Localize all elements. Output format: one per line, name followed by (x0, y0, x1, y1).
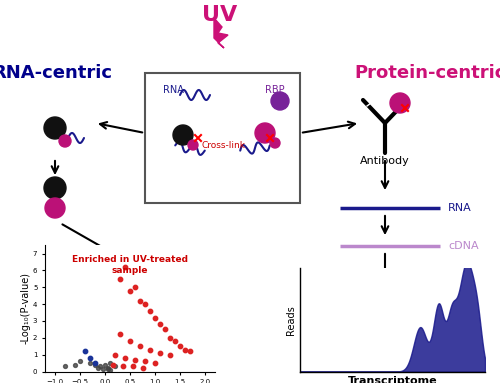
Point (61, 363, 69, 370)
Point (171, 338, 179, 344)
Point (156, 321, 164, 327)
Point (186, 348, 194, 354)
Point (71, 362, 79, 368)
Y-axis label: Reads: Reads (286, 305, 296, 335)
Point (91, 360, 99, 366)
Circle shape (390, 93, 410, 113)
Point (181, 347, 189, 353)
Point (86, 355, 94, 361)
Text: Cross-link: Cross-link (202, 141, 246, 149)
Point (141, 301, 149, 307)
Text: RNA: RNA (448, 203, 472, 213)
Point (106, 360, 114, 366)
Point (106, 367, 114, 373)
Point (161, 326, 169, 332)
Point (94, 365, 102, 371)
Point (146, 347, 154, 353)
Circle shape (255, 123, 275, 143)
Circle shape (45, 198, 65, 218)
Y-axis label: -Log₁₀(P-value): -Log₁₀(P-value) (20, 272, 30, 344)
Text: RBP: RBP (265, 85, 284, 95)
Point (156, 350, 164, 356)
Point (96, 363, 104, 370)
Point (118, 363, 126, 370)
FancyBboxPatch shape (145, 73, 300, 203)
Point (151, 314, 159, 321)
Point (136, 298, 144, 304)
Point (111, 363, 119, 370)
Point (146, 308, 154, 314)
Text: Antibody: Antibody (360, 156, 410, 166)
Circle shape (188, 140, 198, 150)
Point (91, 362, 99, 368)
Point (138, 365, 146, 371)
Point (98, 366, 106, 372)
Point (121, 264, 129, 270)
Point (141, 358, 149, 365)
Point (101, 362, 109, 368)
Circle shape (271, 92, 289, 110)
Point (126, 288, 134, 294)
Point (176, 343, 184, 349)
Point (76, 358, 84, 365)
Point (86, 360, 94, 366)
Point (126, 338, 134, 344)
Point (166, 352, 174, 358)
Text: cDNA: cDNA (448, 241, 478, 251)
Text: Enriched in UV-treated
sample: Enriched in UV-treated sample (72, 255, 188, 275)
Point (151, 360, 159, 366)
Point (116, 276, 124, 282)
Point (131, 357, 139, 363)
Point (104, 365, 112, 371)
Text: UV: UV (202, 5, 237, 25)
Point (108, 362, 116, 368)
Circle shape (173, 125, 193, 145)
Point (131, 284, 139, 290)
X-axis label: Transcriptome: Transcriptome (348, 376, 438, 383)
Point (166, 335, 174, 341)
Point (111, 352, 119, 358)
Circle shape (59, 135, 71, 147)
Circle shape (270, 138, 280, 148)
Circle shape (44, 117, 66, 139)
Text: Protein-centric: Protein-centric (354, 64, 500, 82)
Circle shape (44, 177, 66, 199)
Point (136, 343, 144, 349)
Polygon shape (214, 18, 228, 48)
Point (81, 348, 89, 354)
Point (121, 355, 129, 361)
Text: RNA-centric: RNA-centric (0, 64, 112, 82)
Point (128, 363, 136, 370)
Text: RNA: RNA (163, 85, 184, 95)
Point (116, 331, 124, 337)
Point (104, 366, 112, 372)
